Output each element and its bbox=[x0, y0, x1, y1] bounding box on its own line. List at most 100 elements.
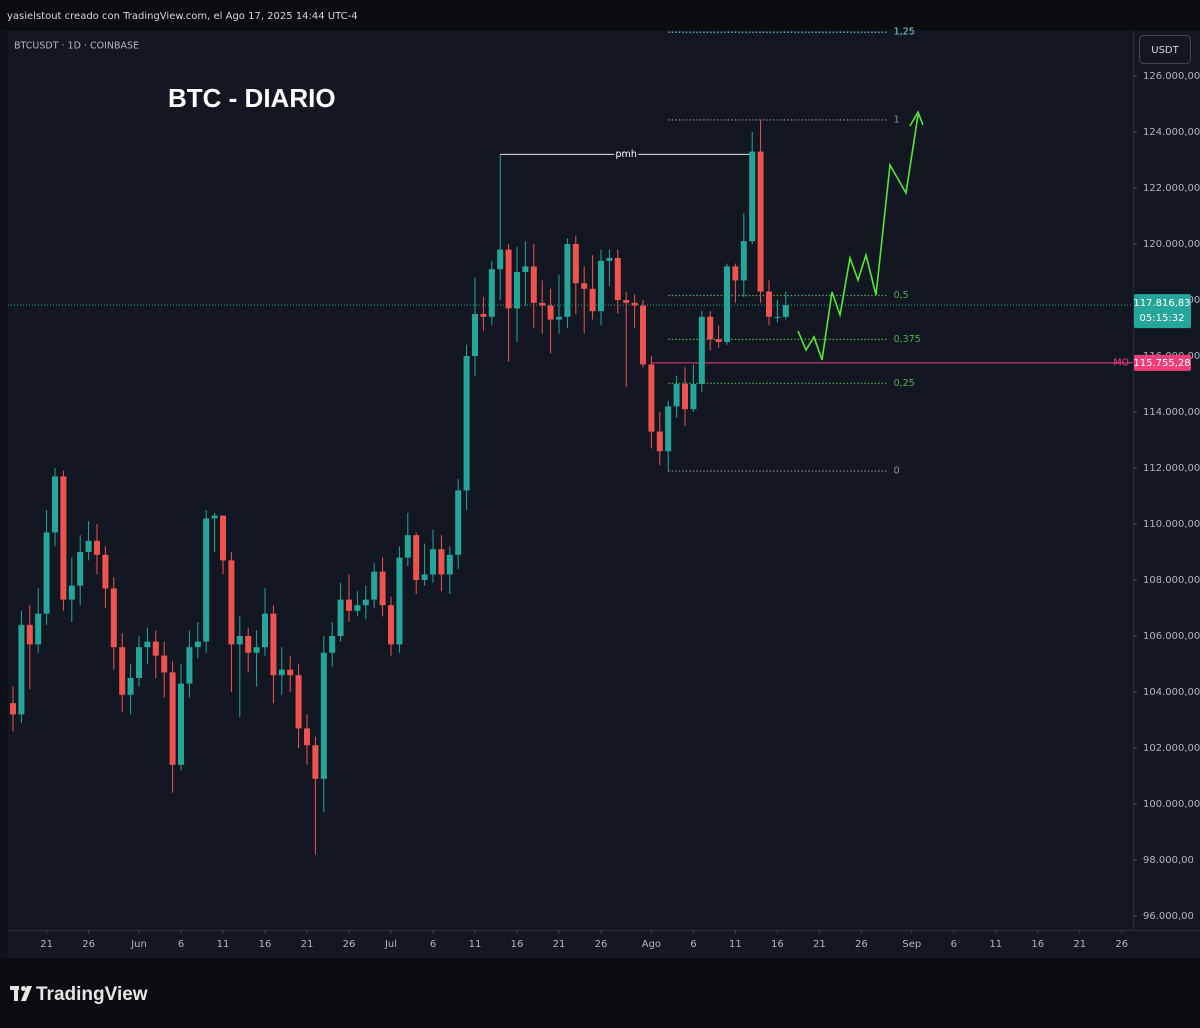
candle-body bbox=[707, 316, 714, 340]
candle-body bbox=[312, 745, 319, 779]
candle-body bbox=[194, 641, 201, 648]
candle-body bbox=[186, 647, 193, 684]
candle-body bbox=[782, 305, 789, 317]
mo-name: MO bbox=[1113, 357, 1129, 368]
y-tick-label: 106.000,00 bbox=[1143, 631, 1200, 642]
x-tick-label: 11 bbox=[469, 939, 482, 950]
candle-body bbox=[203, 518, 210, 642]
candle-body bbox=[144, 641, 151, 648]
candle-body bbox=[178, 683, 184, 765]
candle-body bbox=[514, 272, 520, 309]
mo-label: 115.755,28 bbox=[1133, 358, 1190, 369]
candle-body bbox=[362, 599, 369, 606]
candle-body bbox=[589, 288, 596, 312]
currency[interactable]: USDT bbox=[1151, 45, 1179, 56]
candle-body bbox=[472, 314, 478, 356]
chart-title: BTC - DIARIO bbox=[168, 83, 336, 113]
projection bbox=[797, 110, 924, 361]
candle-body bbox=[220, 515, 226, 561]
y-tick-label: 102.000,00 bbox=[1143, 743, 1200, 754]
x-tick-label: 16 bbox=[771, 939, 784, 950]
candle-body bbox=[236, 636, 243, 645]
candle-body bbox=[463, 356, 470, 491]
y-tick-label: 120.000,00 bbox=[1143, 239, 1200, 250]
candle-body bbox=[757, 151, 764, 292]
candle-body bbox=[623, 300, 630, 303]
candle-body bbox=[539, 302, 546, 306]
candle-body bbox=[766, 291, 772, 317]
candle-body bbox=[430, 549, 436, 575]
x-tick-label: 26 bbox=[1115, 939, 1128, 950]
candle-body bbox=[665, 406, 672, 452]
x-tick-label: 21 bbox=[1073, 939, 1086, 950]
candle-body bbox=[169, 672, 176, 765]
countdown: 05:15:32 bbox=[1140, 313, 1185, 324]
currency-button[interactable] bbox=[1139, 35, 1191, 64]
candle-body bbox=[245, 636, 252, 653]
y-tick-label: 122.000,00 bbox=[1143, 183, 1200, 194]
last-price-label: 117.816,83 bbox=[1133, 298, 1190, 309]
candle-body bbox=[94, 540, 100, 555]
candle-body bbox=[656, 431, 663, 452]
candle-body bbox=[732, 266, 739, 281]
plot-area bbox=[8, 31, 1133, 930]
x-tick-label: 26 bbox=[595, 939, 608, 950]
fib-label: 0,25 bbox=[894, 378, 915, 389]
x-tick-label: 26 bbox=[855, 939, 868, 950]
y-tick-label: 98.000,00 bbox=[1143, 855, 1194, 866]
candle-body bbox=[304, 728, 310, 746]
candle-body bbox=[614, 258, 621, 300]
candle-body bbox=[320, 652, 327, 779]
candle-body bbox=[522, 266, 529, 272]
candle-body bbox=[110, 588, 117, 648]
candle-body bbox=[690, 384, 697, 410]
candle-body bbox=[68, 585, 75, 600]
candle-body bbox=[152, 641, 159, 656]
candle-body bbox=[136, 647, 142, 678]
y-tick-label: 108.000,00 bbox=[1143, 575, 1200, 586]
x-tick-label: Jul bbox=[384, 939, 397, 950]
candle-body bbox=[564, 244, 571, 317]
x-tick-label: 11 bbox=[989, 939, 1002, 950]
candle-body bbox=[404, 535, 411, 558]
fib-label: 0,375 bbox=[894, 334, 921, 345]
x-tick-label: 16 bbox=[1031, 939, 1044, 950]
candle-body bbox=[640, 305, 646, 365]
x-tick-label: 11 bbox=[217, 939, 230, 950]
y-tick-label: 114.000,00 bbox=[1143, 407, 1200, 418]
time-axis bbox=[8, 930, 1200, 958]
candle-body bbox=[446, 554, 453, 575]
price-axis bbox=[1133, 31, 1200, 930]
candle-body bbox=[724, 266, 730, 342]
footer bbox=[0, 958, 1200, 1028]
candle-body bbox=[119, 647, 126, 695]
candle-body bbox=[211, 515, 218, 519]
candle-body bbox=[388, 605, 394, 645]
candle-body bbox=[295, 675, 302, 729]
candle-body bbox=[715, 339, 722, 342]
candle-body bbox=[598, 260, 604, 312]
x-tick-label: 16 bbox=[511, 939, 524, 950]
candle-body bbox=[127, 678, 134, 695]
candle-body bbox=[631, 302, 638, 306]
candles bbox=[10, 119, 789, 855]
candle-body bbox=[581, 283, 588, 289]
x-tick-label: 6 bbox=[178, 939, 184, 950]
y-tick-label: 124.000,00 bbox=[1143, 127, 1200, 138]
candle-body bbox=[438, 549, 445, 575]
brand-logo bbox=[10, 986, 32, 1001]
x-tick-label: 21 bbox=[301, 939, 314, 950]
candle-body bbox=[673, 384, 680, 407]
candle-body bbox=[480, 314, 487, 317]
candle-body bbox=[85, 540, 92, 552]
candle-body bbox=[455, 490, 462, 555]
candle-body bbox=[77, 552, 84, 586]
brand: TradingView bbox=[36, 984, 148, 1005]
candle-body bbox=[572, 244, 579, 284]
candle-body bbox=[278, 669, 285, 676]
candle-body bbox=[488, 269, 495, 317]
candle-body bbox=[26, 624, 33, 645]
candle-body bbox=[346, 599, 352, 611]
candle-body bbox=[749, 151, 756, 242]
candle-body bbox=[530, 266, 537, 303]
